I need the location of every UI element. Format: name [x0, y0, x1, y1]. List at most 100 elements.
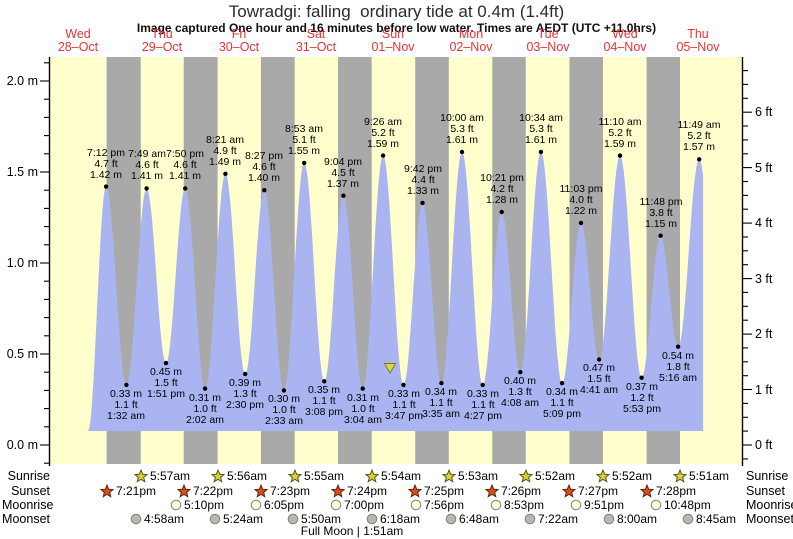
tide-label-line: 1.42 m	[89, 169, 123, 181]
moonrise-time: 6:05pm	[264, 498, 305, 512]
sunrise-time: 5:51am	[689, 469, 730, 483]
tide-label-line: 0.37 m	[625, 381, 659, 393]
tide-extreme-dot	[360, 386, 365, 391]
moonset-event: 6:48am	[445, 512, 499, 526]
high-tide-label: 11:10 am 5.2 ft 1.59 m	[587, 117, 653, 150]
tide-label-line: 1.0 ft	[193, 403, 217, 415]
low-tide-label: 0.33 m 1.1 ft 3:47 pm	[371, 389, 437, 422]
moonrise-event: 7:56pm	[410, 498, 464, 512]
tide-curve-area	[88, 152, 704, 431]
day-name: Sun	[381, 27, 405, 41]
tide-label-line: 11:49 am	[677, 119, 721, 131]
y-axis-left-label: 0.0 m	[6, 438, 38, 452]
moonrise-event: 9:51pm	[570, 498, 624, 512]
full-moon-note: Full Moon | 1:51am	[300, 524, 404, 538]
tide-label-line: 1.1 ft	[312, 395, 336, 407]
tide-label-line: 1.3 ft	[508, 386, 532, 398]
day-date: 04–Nov	[603, 40, 647, 54]
y-axis-right-label: 6 ft	[755, 105, 773, 119]
tide-label-line: 0.30 m	[267, 393, 301, 405]
tide-label-line: 1.41 m	[130, 170, 164, 182]
tide-label-line: 2:30 pm	[226, 399, 264, 411]
tide-label-line: 10:00 am	[440, 112, 484, 124]
day-date: 05–Nov	[676, 40, 720, 54]
sunrise-star-icon	[673, 469, 687, 483]
tide-label-line: 0.33 m	[387, 388, 421, 400]
sunrise-star-icon	[288, 469, 302, 483]
tide-label-line: 11:10 am	[598, 116, 642, 128]
tide-label-line: 4:08 am	[501, 397, 539, 409]
tide-label-line: 3:08 pm	[305, 406, 343, 418]
moonrise-circle-icon	[250, 499, 262, 511]
day-name: Wed	[612, 27, 638, 41]
tide-label-line: 4.4 ft	[411, 174, 435, 186]
tide-label-line: 5:16 am	[659, 372, 697, 384]
high-tide-label: 7:49 am 4.6 ft 1.41 m	[114, 149, 180, 182]
tide-label-line: 1.2 ft	[630, 392, 654, 404]
high-tide-label: 11:48 pm 3.8 ft 1.15 m	[628, 197, 694, 230]
tide-label-line: 5.2 ft	[687, 130, 711, 142]
moonrise-event: 6:05pm	[250, 498, 304, 512]
moonrise-row-label-left: Moonrise	[2, 498, 54, 512]
day-date: 28–Oct	[57, 40, 99, 54]
sunrise-star-icon	[596, 469, 610, 483]
tide-label-line: 0.35 m	[307, 384, 341, 396]
tide-label-line: 8:53 am	[285, 123, 323, 135]
y-axis-right-label: 3 ft	[755, 272, 773, 286]
y-axis-left-label: 0.5 m	[6, 347, 38, 361]
tide-label-line: 1.49 m	[208, 156, 242, 168]
tide-label-line: 9:42 pm	[404, 163, 442, 175]
high-tide-label: 11:03 pm 4.0 ft 1.22 m	[548, 184, 614, 217]
tide-extreme-dot	[459, 149, 465, 155]
tide-label-line: 8:21 am	[206, 134, 244, 146]
moonset-circle-icon	[445, 513, 457, 525]
low-tide-label: 0.33 m 1.1 ft 4:27 pm	[450, 389, 516, 422]
high-tide-label: 8:27 pm 4.6 ft 1.40 m	[231, 151, 297, 184]
tide-label-line: 5.2 ft	[608, 127, 632, 139]
tide-label-line: 3:35 am	[422, 408, 460, 420]
moonset-row-label-left: Moonset	[2, 512, 50, 526]
tide-label-line: 0.33 m	[109, 388, 143, 400]
moonset-circle-icon	[130, 513, 142, 525]
tide-label-line: 1.3 ft	[233, 388, 257, 400]
tide-label-line: 0.39 m	[228, 377, 262, 389]
moonset-time: 5:24am	[223, 512, 264, 526]
tide-extreme-dot	[281, 388, 287, 393]
tide-extreme-dot	[639, 375, 644, 380]
tide-label-line: 0.33 m	[466, 388, 500, 400]
tide-label-line: 0.34 m	[545, 386, 579, 398]
moonset-event: 6:18am	[366, 512, 420, 526]
tide-extreme-dot	[559, 380, 565, 386]
high-tide-label: 9:42 pm 4.4 ft 1.33 m	[390, 164, 456, 197]
tide-label-line: 1.37 m	[326, 178, 360, 190]
tide-extreme-dot	[124, 382, 129, 388]
y-axis-right-label: 2 ft	[755, 327, 773, 341]
tide-label-line: 10:21 pm	[480, 172, 524, 184]
moonrise-time: 8:53pm	[504, 498, 545, 512]
day-name: Mon	[458, 27, 484, 41]
sunset-event: 7:24pm	[331, 484, 387, 498]
high-tide-label: 7:12 pm 4.7 ft 1.42 m	[73, 148, 139, 181]
sunset-star-icon	[100, 484, 114, 498]
moonset-time: 8:00am	[617, 512, 658, 526]
tide-label-line: 11:03 pm	[559, 183, 603, 195]
tide-extreme-dot	[302, 160, 307, 166]
day-date: 01–Nov	[371, 40, 415, 54]
sunset-row-label-right: Sunset	[746, 484, 785, 498]
day-header: Sat 31–Oct	[280, 28, 352, 54]
moonset-circle-icon	[603, 513, 615, 525]
sunrise-event: 5:56am	[211, 469, 267, 483]
y-axis-right-label: 1 ft	[755, 383, 773, 397]
sunset-time: 7:27pm	[578, 484, 619, 498]
day-header: Fri 30–Oct	[203, 28, 275, 54]
moonrise-event: 7:00pm	[330, 498, 384, 512]
tide-extreme-dot	[439, 380, 444, 386]
day-header: Wed 04–Nov	[589, 28, 661, 54]
sunrise-event: 5:52am	[519, 469, 575, 483]
tide-extreme-dot	[499, 209, 504, 215]
tide-extreme-dot	[163, 360, 169, 366]
tide-label-line: 4.6 ft	[173, 159, 197, 171]
tide-extreme-dot	[420, 200, 425, 206]
tide-label-line: 1.1 ft	[392, 399, 416, 411]
low-tide-label: 0.31 m 1.0 ft 3:04 am	[330, 393, 396, 426]
